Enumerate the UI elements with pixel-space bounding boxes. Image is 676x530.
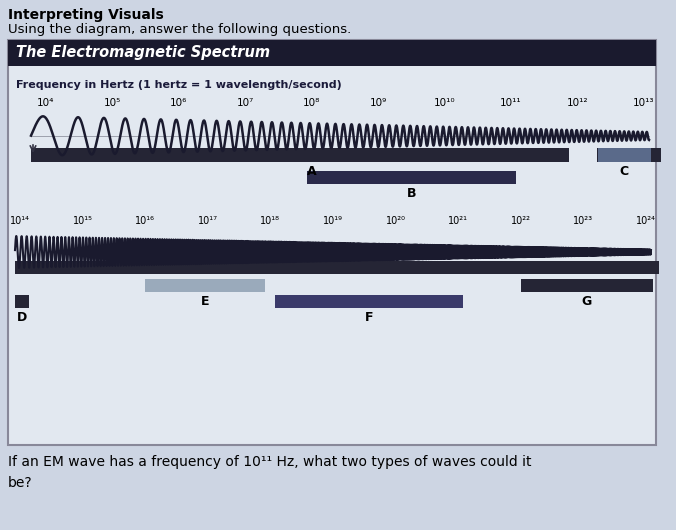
Text: Interpreting Visuals: Interpreting Visuals xyxy=(8,8,164,22)
Text: F: F xyxy=(365,311,374,324)
Text: 10⁴: 10⁴ xyxy=(37,98,55,108)
Text: 10¹⁰: 10¹⁰ xyxy=(434,98,456,108)
Text: Frequency in Hertz (1 hertz = 1 wavelength/second): Frequency in Hertz (1 hertz = 1 waveleng… xyxy=(16,80,342,90)
Text: If an EM wave has a frequency of 10¹¹ Hz, what two types of waves could it
be?: If an EM wave has a frequency of 10¹¹ Hz… xyxy=(8,455,531,490)
Text: E: E xyxy=(201,295,210,308)
Text: 10⁷: 10⁷ xyxy=(237,98,254,108)
Text: A: A xyxy=(307,165,316,178)
Text: G: G xyxy=(582,295,592,308)
Text: 10²¹: 10²¹ xyxy=(448,216,468,226)
Bar xyxy=(15,261,659,274)
FancyBboxPatch shape xyxy=(8,40,656,445)
Bar xyxy=(598,148,651,162)
Text: D: D xyxy=(17,311,27,324)
Text: 10⁹: 10⁹ xyxy=(370,98,387,108)
Text: 10¹²: 10¹² xyxy=(566,98,588,108)
Text: 10²²: 10²² xyxy=(511,216,531,226)
Text: The Electromagnetic Spectrum: The Electromagnetic Spectrum xyxy=(16,46,270,60)
Text: 10¹⁴: 10¹⁴ xyxy=(10,216,30,226)
Bar xyxy=(15,295,29,308)
Text: Using the diagram, answer the following questions.: Using the diagram, answer the following … xyxy=(8,23,352,36)
Bar xyxy=(521,279,653,292)
Text: 10²³: 10²³ xyxy=(573,216,594,226)
Text: 10²⁰: 10²⁰ xyxy=(385,216,406,226)
Text: 10²⁴: 10²⁴ xyxy=(636,216,656,226)
Text: 10¹¹: 10¹¹ xyxy=(500,98,522,108)
Text: B: B xyxy=(407,187,416,200)
Bar xyxy=(31,148,661,162)
Text: 10¹⁸: 10¹⁸ xyxy=(260,216,281,226)
Text: 10¹⁷: 10¹⁷ xyxy=(198,216,218,226)
Bar xyxy=(307,171,516,184)
Bar xyxy=(8,40,656,66)
Text: 10⁵: 10⁵ xyxy=(104,98,121,108)
Text: 10¹⁹: 10¹⁹ xyxy=(323,216,343,226)
Text: 10¹⁵: 10¹⁵ xyxy=(72,216,93,226)
Text: 10⁶: 10⁶ xyxy=(170,98,187,108)
Bar xyxy=(145,279,266,292)
Text: 10¹³: 10¹³ xyxy=(633,98,655,108)
Bar xyxy=(275,295,463,308)
Text: 10⁸: 10⁸ xyxy=(303,98,320,108)
Bar xyxy=(569,148,598,162)
Text: C: C xyxy=(620,165,629,178)
Text: 10¹⁶: 10¹⁶ xyxy=(135,216,155,226)
